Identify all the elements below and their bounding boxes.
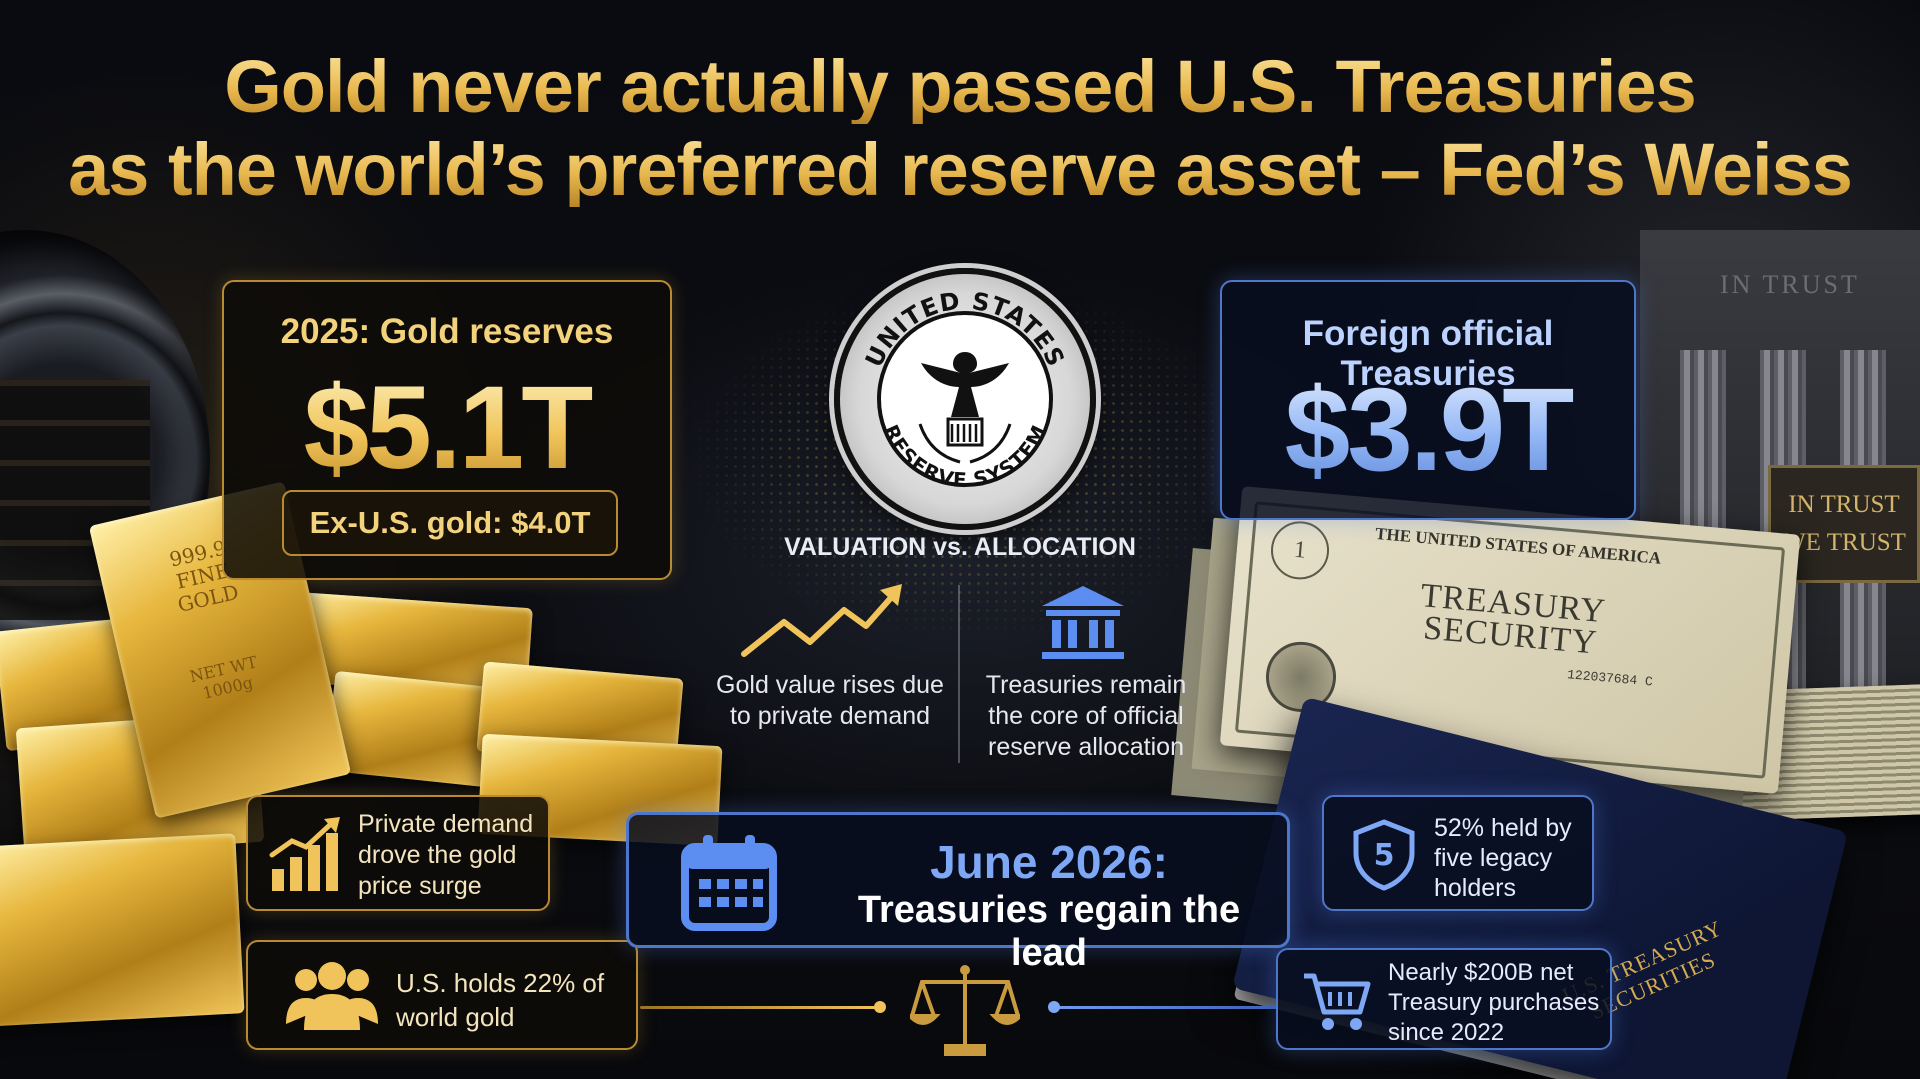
bar-growth-icon: [269, 817, 340, 891]
private-demand-card: Private demand drove the gold price surg…: [246, 795, 550, 911]
gold-bar: [0, 833, 245, 1027]
treasuries-regain-lead: Treasuries regain the lead: [857, 889, 1241, 974]
balance-scale-icon: [910, 965, 1020, 1056]
plaque-line-1: IN TRUST: [1788, 491, 1900, 518]
headline-line-1: Gold never actually passed U.S. Treasuri…: [0, 50, 1920, 124]
private-demand-text: Private demand drove the gold price surg…: [358, 810, 534, 900]
gold-reserves-card: 2025: Gold reserves $5.1T Ex-U.S. gold: …: [222, 280, 672, 580]
connector-dot-blue: [1048, 1001, 1060, 1013]
gold-value-text: Gold value rises due to private demand: [716, 671, 944, 730]
bar-stamp-weight: NET WT 1000g: [187, 652, 259, 703]
net-purchases-text: Nearly $200B net Treasury purchases sinc…: [1388, 959, 1600, 1046]
foreign-treasuries-label: Foreign official Treasuries: [1302, 314, 1554, 393]
legacy-holders-text: 52% held by five legacy holders: [1434, 814, 1572, 902]
federal-reserve-seal: UNITED STATES RESERVE SYSTEM: [834, 268, 1096, 530]
us-holds-card: U.S. holds 22% of world gold: [246, 940, 638, 1050]
connector-line-gold: [640, 1006, 880, 1009]
foreign-treasuries-card: Foreign official Treasuries $3.9T: [1220, 280, 1636, 520]
treasuries-core-text: Treasuries remain the core of official r…: [985, 671, 1187, 761]
gold-reserves-label: 2025: Gold reserves: [280, 312, 614, 351]
shield-badge-number: 5: [1374, 838, 1395, 873]
connector-line-blue: [1054, 1006, 1276, 1009]
cart-icon: [1304, 973, 1371, 1030]
plaque-line-2: WE TRUST: [1782, 529, 1906, 556]
shield-5-icon: 5: [1353, 819, 1415, 891]
legacy-holders-card: 5 52% held by five legacy holders: [1322, 795, 1594, 911]
headline-line-2: as the world’s preferred reserve asset –…: [0, 133, 1920, 207]
valuation-vs-allocation-heading: VALUATION vs. ALLOCATION: [784, 533, 1136, 561]
us-holds-text: U.S. holds 22% of world gold: [396, 968, 605, 1032]
june-2026-card: June 2026: Treasuries regain the lead: [626, 812, 1290, 974]
ex-us-gold-pill: Ex-U.S. gold: $4.0T: [282, 490, 618, 556]
bank-building-icon: [1042, 586, 1124, 659]
foreign-treasuries-value: $3.9T: [1222, 362, 1634, 498]
seal-graphic: UNITED STATES RESERVE SYSTEM: [860, 287, 1069, 492]
net-purchases-card: Nearly $200B net Treasury purchases sinc…: [1276, 948, 1612, 1050]
gold-reserves-value: $5.1T: [224, 360, 670, 496]
calendar-icon: [681, 835, 777, 931]
people-icon: [286, 962, 378, 1030]
center-divider: [958, 585, 960, 763]
building-inscription: IN TRUST: [1720, 270, 1860, 299]
rising-trend-icon: [741, 584, 902, 657]
june-2026-date: June 2026:: [930, 836, 1168, 888]
connector-dot-gold: [874, 1001, 886, 1013]
